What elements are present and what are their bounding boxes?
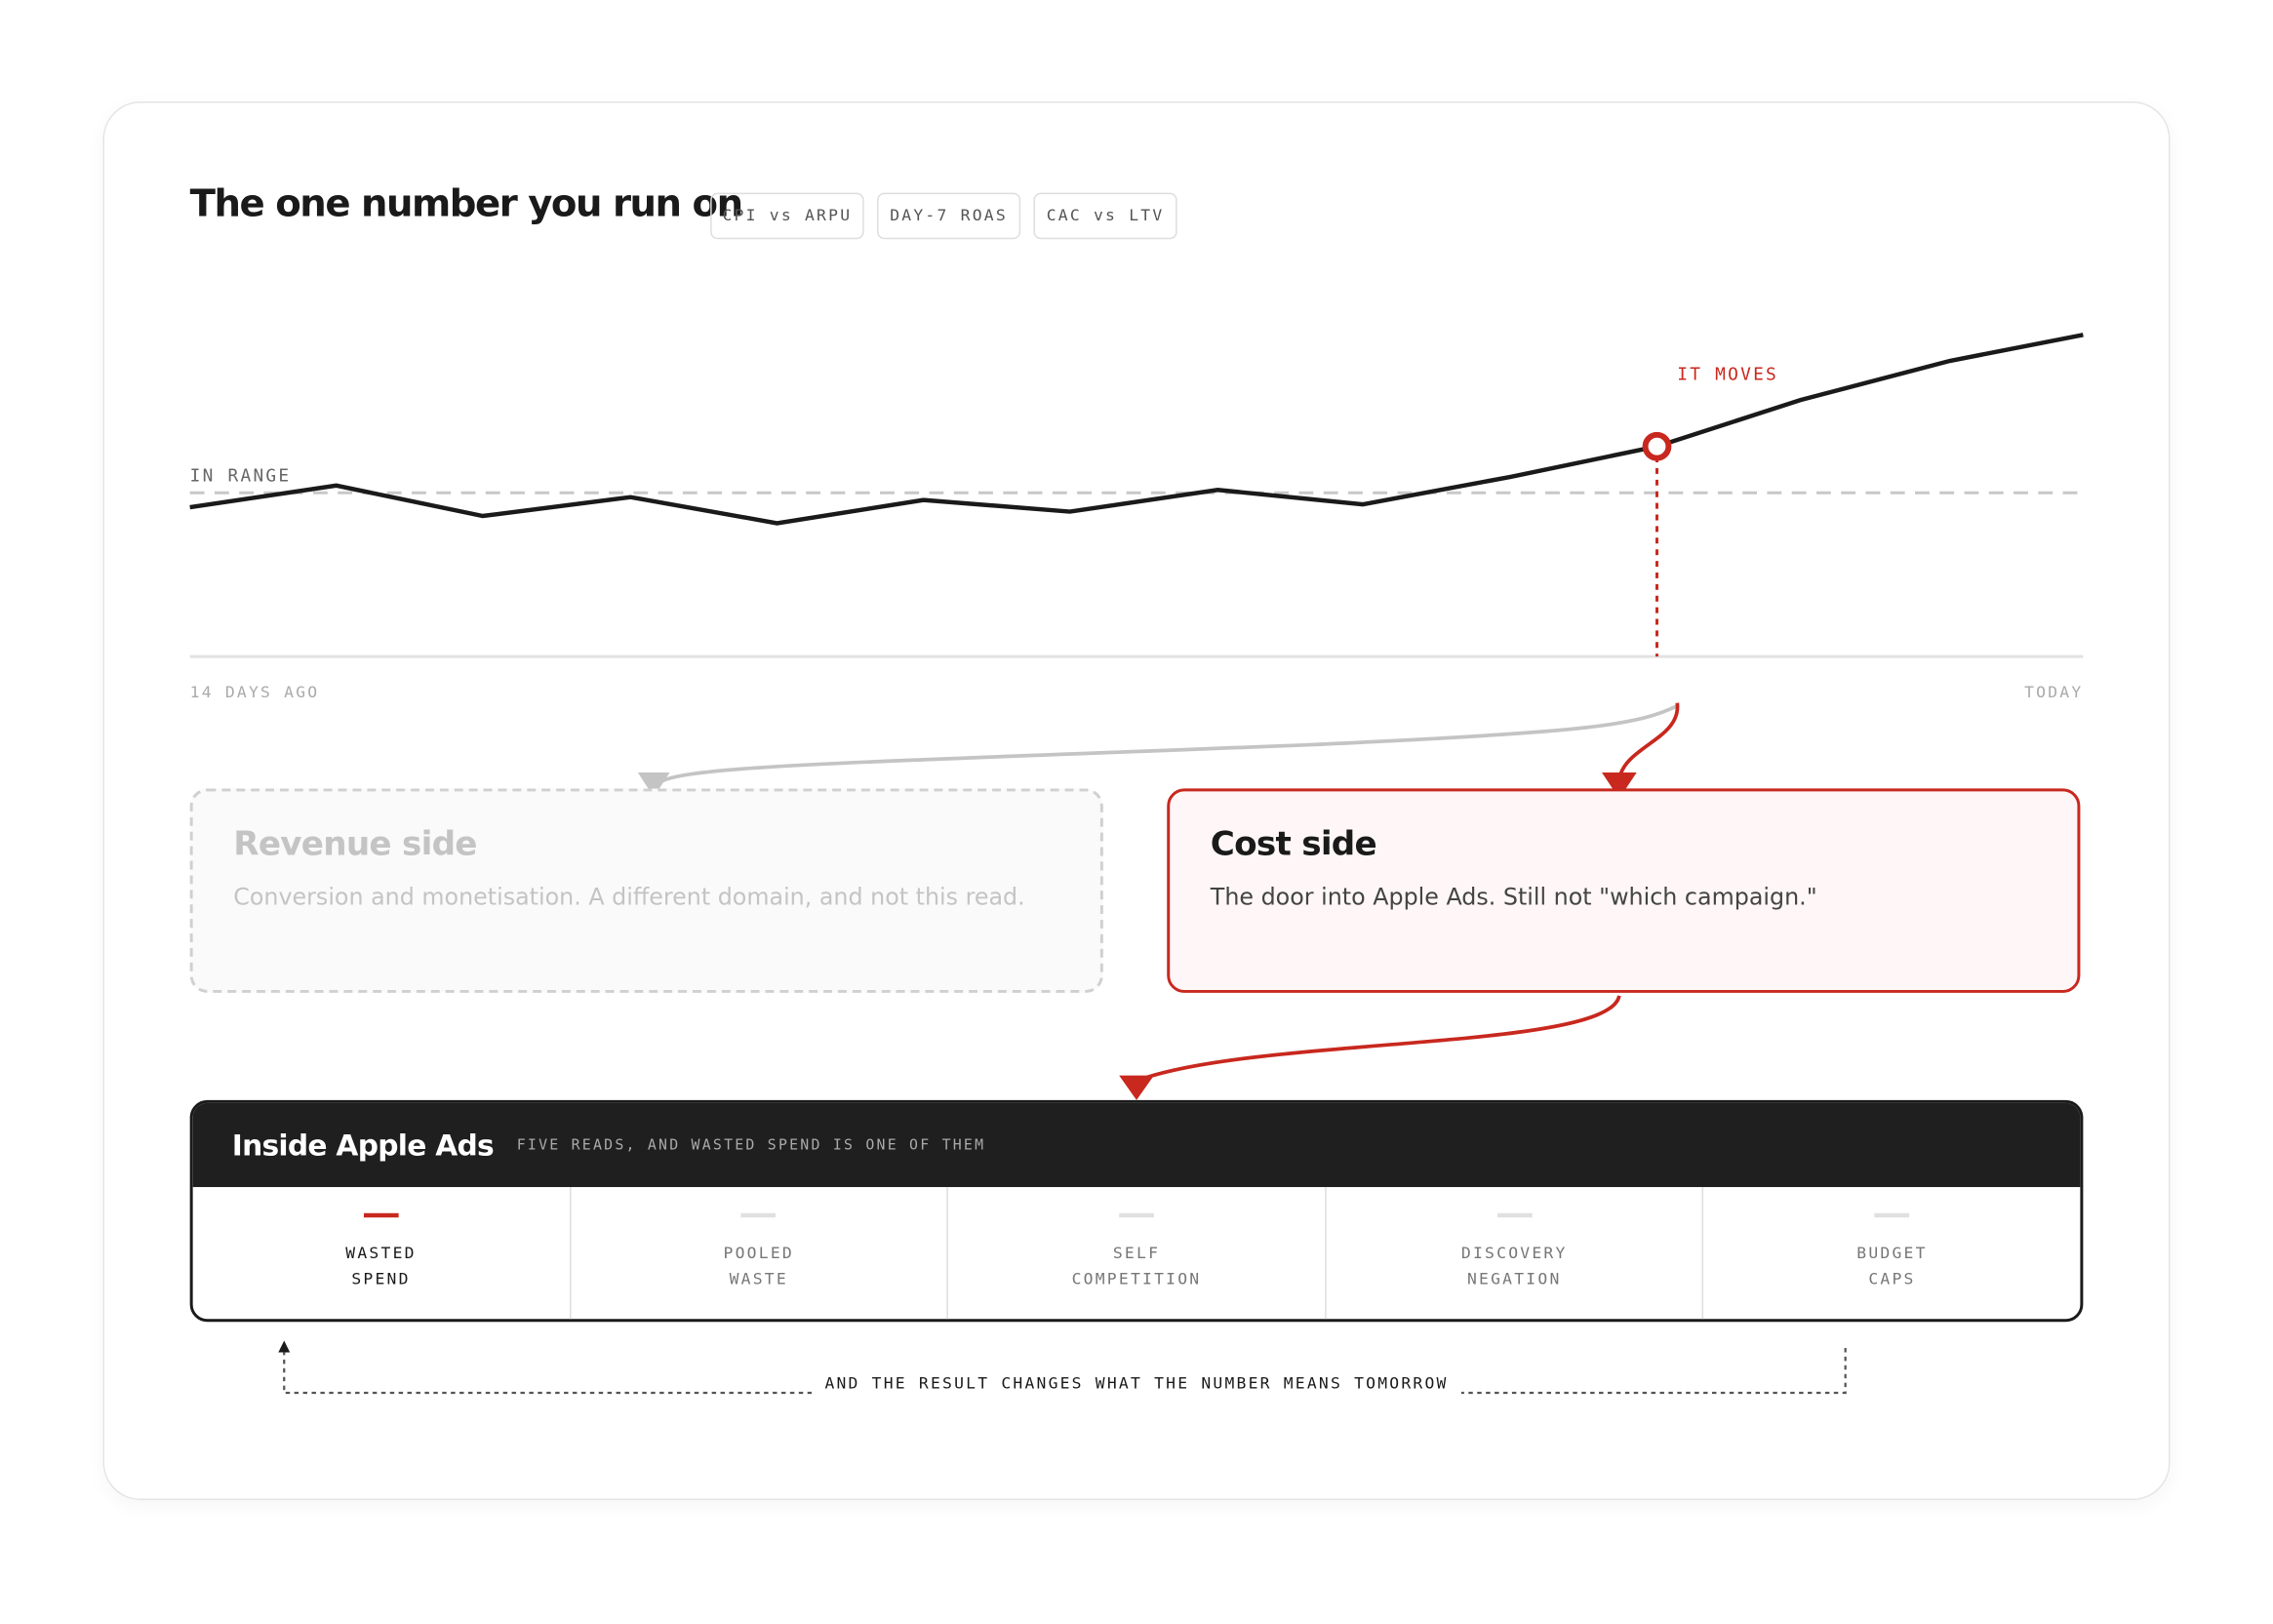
box-text: The door into Apple Ads. Still not "whic… [1210, 882, 1817, 911]
box-title: Cost side [1210, 826, 1377, 864]
panel-title: Inside Apple Ads [231, 1128, 495, 1163]
item-label: COMPETITION [1071, 1269, 1202, 1289]
read-item[interactable]: WASTED SPEND [193, 1187, 570, 1319]
annotation: IT MOVES [1677, 364, 1778, 384]
item-indicator [1874, 1212, 1910, 1218]
tab[interactable]: DAY-7 ROAS [877, 192, 1021, 240]
read-item[interactable]: BUDGET CAPS [1702, 1187, 2080, 1320]
item-label: BUDGET [1856, 1243, 1928, 1263]
trend-line [189, 333, 2084, 526]
read-item[interactable]: DISCOVERY NEGATION [1324, 1187, 1702, 1320]
item-indicator [1119, 1212, 1154, 1218]
x-end: TODAY [2024, 683, 2083, 701]
red-connector [1617, 702, 1680, 780]
tab[interactable]: CPI vs ARPU [710, 192, 864, 240]
item-indicator [363, 1212, 399, 1218]
range-label: IN RANGE [190, 465, 292, 486]
item-indicator [740, 1212, 777, 1218]
loop-label: AND THE RESULT CHANGES WHAT THE NUMBER M… [824, 1374, 1448, 1393]
box-title: Revenue side [233, 826, 477, 864]
item-label: SELF [1112, 1243, 1161, 1263]
item-label: WASTED [345, 1243, 417, 1263]
title: The one number you run on [189, 182, 743, 226]
red-connector-2 [1138, 995, 1621, 1082]
item-label: SPEND [351, 1269, 411, 1289]
panel-subtitle: FIVE READS, AND WASTED SPEND IS ONE OF T… [516, 1136, 986, 1154]
revenue-box: Revenue side Conversion and monetisation… [189, 788, 1103, 993]
grey-arrow [637, 772, 670, 798]
moment-marker [1642, 431, 1672, 461]
panel: Inside Apple Ads FIVE READS, AND WASTED … [189, 1099, 2084, 1323]
loop-line [283, 1345, 1847, 1395]
card [102, 101, 2171, 1501]
item-label: CAPS [1868, 1269, 1916, 1289]
x-start: 14 DAYS AGO [190, 683, 320, 701]
panel-header: Inside Apple Ads FIVE READS, AND WASTED … [192, 1102, 2081, 1188]
cost-box: Cost side The door into Apple Ads. Still… [1167, 788, 2081, 993]
box-text: Conversion and monetisation. A different… [233, 882, 1025, 911]
read-item[interactable]: POOLED WASTE [569, 1187, 946, 1320]
red-arrow-2 [1119, 1075, 1154, 1100]
items: WASTED SPEND POOLED WASTE SELF COMPETITION DIS… [193, 1187, 2081, 1320]
grey-connector [658, 704, 1679, 784]
item-label: NEGATION [1466, 1269, 1562, 1289]
item-indicator [1496, 1212, 1533, 1218]
item-label: DISCOVERY [1460, 1243, 1568, 1263]
tab[interactable]: CAC vs LTV [1033, 192, 1177, 240]
item-label: POOLED [723, 1243, 794, 1263]
loop-arrow [278, 1340, 291, 1353]
read-item[interactable]: SELF COMPETITION [946, 1187, 1325, 1320]
item-label: WASTE [729, 1269, 788, 1289]
loop-label-bg [812, 1370, 1461, 1395]
red-arrow [1602, 772, 1637, 799]
